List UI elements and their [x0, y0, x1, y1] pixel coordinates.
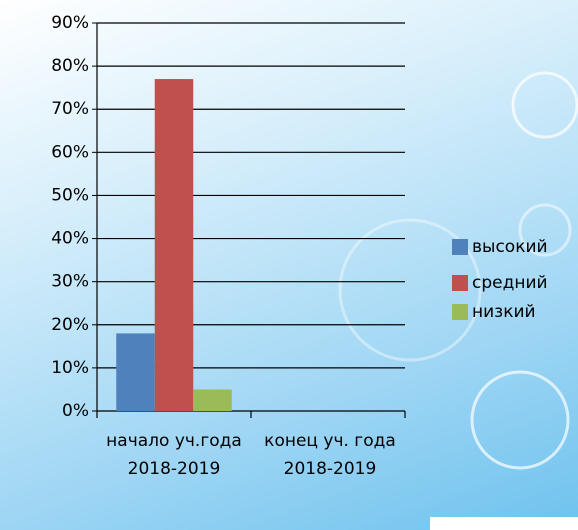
legend-label: низкий [472, 302, 536, 322]
y-tick-label: 50% [51, 185, 89, 205]
legend-swatch [452, 275, 468, 291]
screen: 0% 10% 20% 30% 40% 50% 60% 70% 80% 90% высокий сред… [0, 0, 578, 530]
y-tick-label: 60% [51, 142, 89, 162]
y-tick-label: 0% [62, 401, 89, 421]
legend-swatch [452, 239, 468, 255]
bar [155, 79, 194, 411]
y-tick-label: 70% [51, 99, 89, 119]
y-tick-label: 20% [51, 315, 89, 335]
x-tick-label: конец уч. года 2018-2019 [255, 427, 405, 483]
y-tick-label: 30% [51, 272, 89, 292]
legend-swatch [452, 304, 468, 320]
bar [116, 333, 155, 411]
y-tick-label: 80% [51, 56, 89, 76]
y-tick-label: 10% [51, 358, 89, 378]
x-tick-label: начало уч.года 2018-2019 [99, 427, 249, 483]
legend-label: средний [472, 273, 548, 293]
background-bubbles [340, 73, 577, 468]
y-tick-label: 90% [51, 13, 89, 33]
legend-label: высокий [472, 237, 548, 257]
corner-patch [430, 517, 578, 530]
bar [193, 389, 232, 411]
y-tick-label: 40% [51, 229, 89, 249]
